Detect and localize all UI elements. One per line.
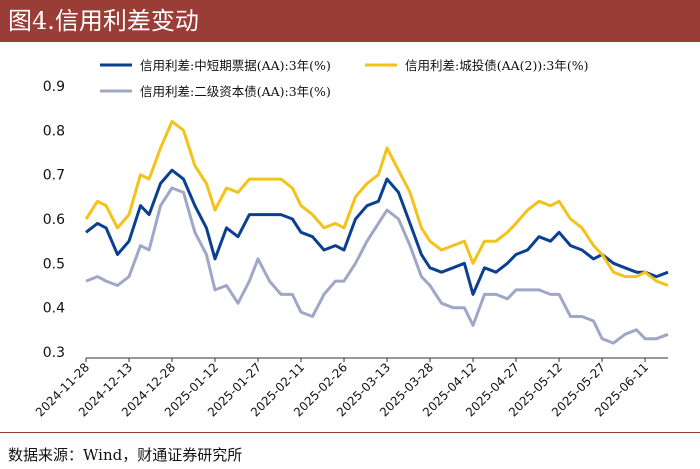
y-tick-label: 0.7 xyxy=(43,168,65,184)
footer-divider xyxy=(0,432,700,433)
y-tick-label: 0.6 xyxy=(43,212,65,228)
series-line-1 xyxy=(85,168,669,296)
figure-title: 图4.信用利差变动 xyxy=(8,7,199,35)
series-lines xyxy=(84,120,669,345)
series-line-2 xyxy=(84,120,669,287)
source-note: 数据来源：Wind，财通证券研究所 xyxy=(8,446,243,464)
legend-label-2: 信用利差:城投债(AA(2)):3年(%) xyxy=(405,58,589,73)
legend-label-3: 信用利差:二级资本债(AA):3年(%) xyxy=(140,84,331,99)
line-chart: 信用利差:中短期票据(AA):3年(%) 信用利差:城投债(AA(2)):3年(%… xyxy=(33,58,669,419)
y-tick-label: 0.8 xyxy=(43,123,65,139)
y-tick-label: 0.5 xyxy=(43,256,65,272)
y-tick-label: 0.9 xyxy=(43,79,65,95)
figure-title-bar: 图4.信用利差变动 xyxy=(0,0,700,42)
x-axis: 2024-11-282024-12-132024-12-282025-01-12… xyxy=(33,357,668,419)
y-tick-label: 0.4 xyxy=(43,301,65,317)
y-tick-label: 0.3 xyxy=(43,345,65,361)
legend: 信用利差:中短期票据(AA):3年(%) 信用利差:城投债(AA(2)):3年(%… xyxy=(100,58,589,99)
y-axis: 0.3 0.4 0.5 0.6 0.7 0.8 0.9 xyxy=(43,79,65,361)
legend-label-1: 信用利差:中短期票据(AA):3年(%) xyxy=(140,58,331,73)
series-line-3 xyxy=(85,186,669,345)
